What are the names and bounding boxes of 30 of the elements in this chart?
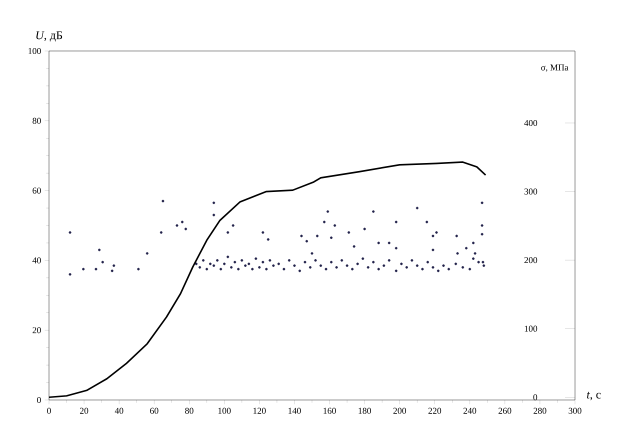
y-tick-label: 20 <box>32 327 41 334</box>
y2-tick-label: 400 <box>524 120 538 126</box>
x-tick-label: 260 <box>498 408 512 414</box>
x-tick-label: 20 <box>80 408 88 414</box>
x-tick-label: 100 <box>218 408 231 414</box>
x-tick-label: 80 <box>185 408 194 414</box>
y2-tick-label: 100 <box>524 326 538 332</box>
y-tick-label: 40 <box>32 257 41 264</box>
x-tick-label: 140 <box>288 408 301 414</box>
y-tick-label: 80 <box>32 118 41 124</box>
x-tick-label: 240 <box>463 408 476 414</box>
x-tick-label: 40 <box>114 408 124 414</box>
y-axis-title: U, дБ <box>36 31 62 42</box>
y-tick-label: 60 <box>32 188 41 194</box>
y-tick-label: 100 <box>28 48 41 54</box>
y2-tick-label: 300 <box>524 188 538 195</box>
x-tick-label: 160 <box>324 408 336 414</box>
y-tick-label: 0 <box>37 396 41 404</box>
x-tick-label: 120 <box>253 408 266 414</box>
x-tick-label: 0 <box>47 408 51 414</box>
x-tick-label: 180 <box>358 408 371 414</box>
y2-tick-label: 0 <box>533 394 538 400</box>
x-tick-label: 280 <box>534 408 546 414</box>
y2-tick-label: 200 <box>524 257 538 264</box>
x-tick-label: 300 <box>568 408 582 414</box>
x-tick-label: 200 <box>393 408 406 414</box>
x-tick-label: 60 <box>150 408 158 414</box>
x-axis-title: t, с <box>587 392 601 400</box>
x-tick-label: 220 <box>428 408 442 414</box>
y2-axis-title: σ, МПа <box>541 64 568 72</box>
